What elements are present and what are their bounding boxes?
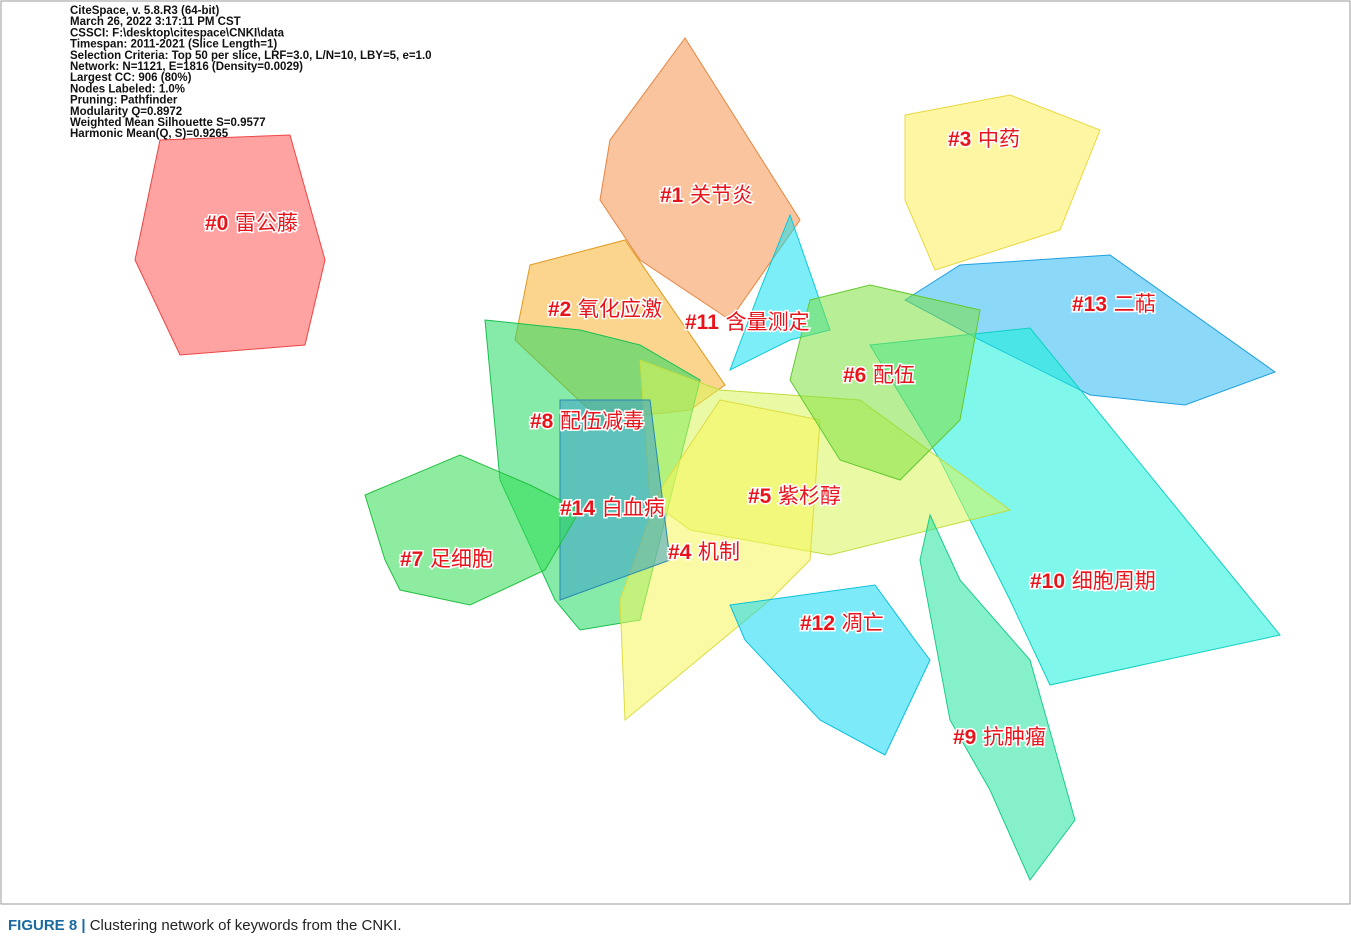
info-line: Largest CC: 906 (80%) (70, 72, 192, 84)
cluster-name: 中药 (978, 127, 1020, 151)
cluster-name: 白血病 (602, 496, 665, 520)
area-3 (904, 94, 1101, 271)
cluster-areas (134, 37, 1281, 881)
cluster-label: #2 氧化应激 (548, 297, 662, 321)
cluster-name: 抗肿瘤 (983, 725, 1046, 749)
cluster-name: 关节炎 (690, 183, 753, 207)
info-line: CSSCI: F:\desktop\citespace\CNKI\data (70, 27, 285, 39)
cluster-name: 足细胞 (430, 547, 493, 571)
cluster-label: #13 二萜 (1072, 292, 1156, 316)
area-6 (789, 284, 981, 481)
caption-prefix: FIGURE 8 | (8, 917, 86, 934)
info-line: Modularity Q=0.8972 (70, 106, 182, 118)
cluster-label: #5 紫杉醇 (748, 484, 841, 508)
cluster-id: #2 (548, 298, 571, 321)
cluster-name: 含量测定 (726, 310, 810, 334)
info-line: CiteSpace, v. 5.8.R3 (64-bit) (70, 5, 220, 17)
info-line: Weighted Mean Silhouette S=0.9577 (70, 117, 266, 129)
cluster-label: #3 中药 (948, 127, 1020, 151)
info-line: Timespan: 2011-2021 (Slice Length=1) (70, 39, 277, 51)
area-12 (729, 584, 931, 756)
info-line: Selection Criteria: Top 50 per slice, LR… (70, 50, 432, 62)
info-line: Pruning: Pathfinder (70, 95, 178, 107)
info-line: Nodes Labeled: 1.0% (70, 83, 185, 95)
info-line: March 26, 2022 3:17:11 PM CST (70, 16, 241, 28)
cluster-name: 机制 (698, 540, 740, 564)
cluster-name: 配伍 (873, 363, 915, 387)
cluster-name: 细胞周期 (1072, 569, 1156, 593)
cluster-id: #5 (748, 485, 772, 508)
info-block: CiteSpace, v. 5.8.R3 (64-bit)March 26, 2… (70, 5, 432, 140)
cluster-label: #10 细胞周期 (1030, 569, 1156, 593)
cluster-label: #8 配伍减毒 (530, 409, 644, 433)
cluster-id: #9 (953, 726, 976, 749)
cluster-name: 氧化应激 (578, 297, 662, 321)
cluster-label: #9 抗肿瘤 (953, 725, 1046, 749)
cluster-label: #0 雷公藤 (205, 211, 298, 235)
cluster-id: #7 (400, 548, 423, 571)
cluster-id: #6 (843, 364, 866, 387)
caption-text: Clustering network of keywords from the … (90, 917, 402, 934)
cluster-label: #4 机制 (668, 540, 740, 564)
cluster-id: #4 (668, 541, 692, 564)
cluster-id: #13 (1072, 293, 1107, 316)
cluster-id: #1 (660, 184, 684, 207)
cluster-id: #14 (560, 497, 595, 520)
area-9 (919, 513, 1076, 881)
cluster-id: #3 (948, 128, 971, 151)
cluster-label: #1 关节炎 (660, 183, 753, 207)
cluster-labels: #0 雷公藤 #1 关节炎 #2 氧化应激 #3 中药 #4 机制 #5 紫杉醇 #6 配伍… (204, 126, 1158, 751)
cluster-name: 紫杉醇 (778, 484, 841, 508)
cluster-label: #11 含量测定 (685, 310, 810, 334)
cluster-id: #12 (800, 612, 835, 635)
info-line: Harmonic Mean(Q, S)=0.9265 (70, 128, 229, 140)
cluster-id: #0 (205, 212, 228, 235)
cluster-id: #8 (530, 410, 554, 433)
cluster-label: #14 白血病 (560, 496, 665, 520)
caption: FIGURE 8 | Clustering network of keyword… (8, 917, 402, 934)
info-line: Network: N=1121, E=1816 (Density=0.0029) (70, 61, 303, 73)
cluster-name: 雷公藤 (235, 211, 298, 235)
area-1 (599, 37, 801, 321)
cluster-name: 凋亡 (842, 611, 884, 635)
cluster-name: 二萜 (1114, 292, 1156, 316)
cluster-label: #7 足细胞 (400, 547, 493, 571)
area-7 (364, 454, 581, 606)
cluster-label: #6 配伍 (843, 363, 915, 387)
cluster-name: 配伍减毒 (560, 409, 644, 433)
cluster-id: #11 (685, 311, 719, 334)
cluster-id: #10 (1030, 570, 1065, 593)
cluster-label: #12 凋亡 (800, 611, 884, 635)
area-0 (134, 134, 326, 356)
